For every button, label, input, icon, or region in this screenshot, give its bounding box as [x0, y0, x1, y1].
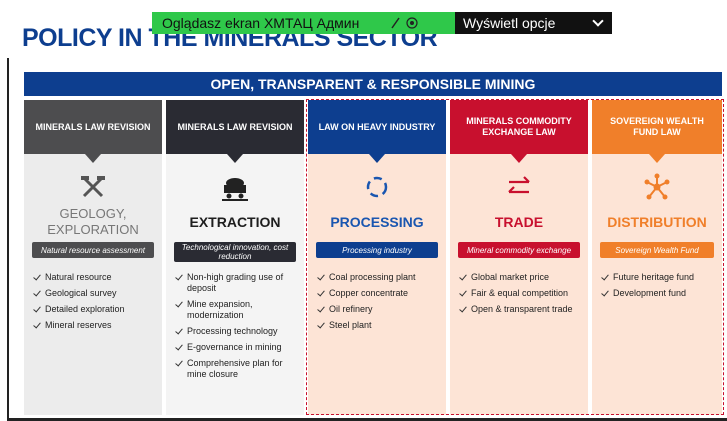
item-list: Coal processing plant Copper concentrate O…: [318, 272, 440, 336]
list-item: Fair & equal competition: [460, 288, 582, 299]
column-subtitle: Mineral commodity exchange: [458, 242, 580, 258]
pointer: [649, 154, 665, 163]
column: SOVEREIGN WEALTH FUND LAW DISTRIBUTION Sov…: [592, 100, 722, 415]
column-title: GEOLOGY, EXPLORATION: [47, 206, 139, 237]
list-item: Future heritage fund: [602, 272, 716, 283]
list-item: Geological survey: [34, 288, 156, 299]
icon: [81, 176, 105, 198]
list-item: Global market price: [460, 272, 582, 283]
icon: [508, 176, 530, 194]
list-item: Natural resource: [34, 272, 156, 283]
banner: OPEN, TRANSPARENT & RESPONSIBLE MINING: [24, 72, 722, 96]
list-item: Mineral reserves: [34, 320, 156, 331]
column-title: PROCESSING: [330, 214, 424, 230]
sharing-text: Oglądasz ekran ХМТАЦ Админ: [162, 15, 360, 31]
column-header: MINERALS COMMODITY EXCHANGE LAW: [450, 100, 588, 154]
item-list: Future heritage fund Development fund: [602, 272, 716, 304]
pointer: [227, 154, 243, 163]
list-item: Open & transparent trade: [460, 304, 582, 315]
pointer: [511, 154, 527, 163]
pointer: [85, 154, 101, 163]
list-item: Development fund: [602, 288, 716, 299]
dashed-frame: [306, 99, 724, 415]
sharing-banner: Oglądasz ekran ХМТАЦ Админ: [152, 12, 455, 34]
list-item: Oil refinery: [318, 304, 440, 315]
view-options-button[interactable]: Wyświetl opcje: [455, 12, 612, 34]
list-item: Mine expansion, modernization: [176, 299, 298, 321]
column: LAW ON HEAVY INDUSTRY PROCESSING Processin…: [308, 100, 446, 415]
list-item: Coal processing plant: [318, 272, 440, 283]
list-item: Copper concentrate: [318, 288, 440, 299]
overlay-icons: [391, 17, 418, 29]
list-item: Processing technology: [176, 326, 298, 337]
icon: [644, 173, 670, 200]
column: MINERALS LAW REVISION GEOLOGY, EXPLORATIO…: [24, 100, 162, 415]
column: MINERALS LAW REVISION EXTRACTION Technolog…: [166, 100, 304, 415]
icon: [366, 176, 388, 198]
list-item: Non-high grading use of deposit: [176, 272, 298, 294]
column-header: MINERALS LAW REVISION: [24, 100, 162, 154]
list-item: E-governance in mining: [176, 342, 298, 353]
frame-edge: [7, 418, 727, 421]
column-subtitle: Technological innovation, cost reduction: [174, 242, 296, 262]
column: MINERALS COMMODITY EXCHANGE LAW TRADE Mine…: [450, 100, 588, 415]
list-item: Detailed exploration: [34, 304, 156, 315]
chevron: [592, 15, 604, 27]
frame-edge: [7, 58, 9, 421]
column-subtitle: Processing industry: [316, 242, 438, 258]
column-title: EXTRACTION: [189, 214, 281, 230]
column-subtitle: Sovereign Wealth Fund: [600, 242, 714, 258]
column-title: TRADE: [494, 214, 544, 230]
column-header: LAW ON HEAVY INDUSTRY: [308, 100, 446, 154]
list-item: Steel plant: [318, 320, 440, 331]
column-header: MINERALS LAW REVISION: [166, 100, 304, 154]
column-header: SOVEREIGN WEALTH FUND LAW: [592, 100, 722, 154]
item-list: Global market price Fair & equal competit…: [460, 272, 582, 320]
icon: [222, 178, 248, 201]
column-title: DISTRIBUTION: [607, 214, 707, 230]
column-subtitle: Natural resource assessment: [32, 242, 154, 258]
item-list: Natural resource Geological survey Detaile…: [34, 272, 156, 336]
item-list: Non-high grading use of deposit Mine expa…: [176, 272, 298, 385]
pointer: [369, 154, 385, 163]
list-item: Comprehensive plan for mine closure: [176, 358, 298, 380]
options-text: Wyświetl opcje: [463, 15, 556, 31]
